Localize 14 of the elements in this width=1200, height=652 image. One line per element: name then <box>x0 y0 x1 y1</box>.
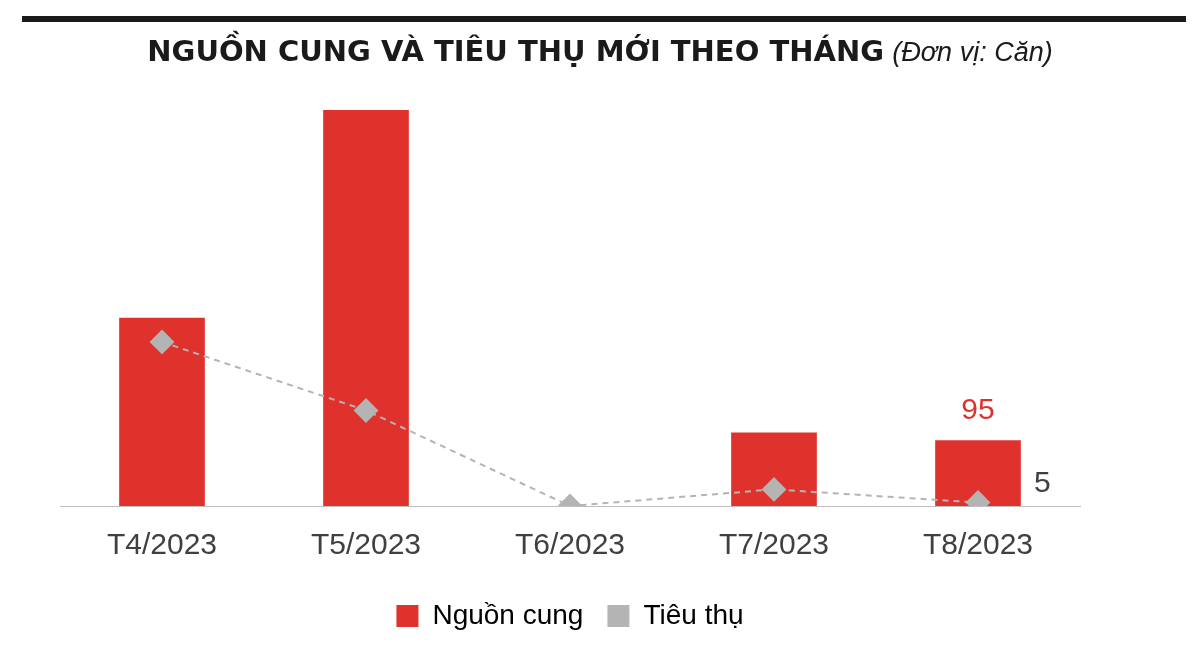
x-tick-label: T6/2023 <box>514 527 626 561</box>
bar <box>935 440 1021 506</box>
legend-label: Tiêu thụ <box>643 598 744 630</box>
x-tick-label: T7/2023 <box>718 527 830 561</box>
x-tick-label: T5/2023 <box>310 527 422 561</box>
x-tick-label: T4/2023 <box>106 527 218 561</box>
bar <box>731 432 817 506</box>
chart-subtitle: (Đơn vị: Căn) <box>892 37 1053 67</box>
bar <box>119 317 205 506</box>
bar <box>323 110 409 506</box>
legend-label: Nguồn cung <box>432 598 584 630</box>
data-label: 5 <box>1034 464 1051 498</box>
x-tick-label: T8/2023 <box>922 527 1034 561</box>
data-label: 95 <box>961 392 995 426</box>
